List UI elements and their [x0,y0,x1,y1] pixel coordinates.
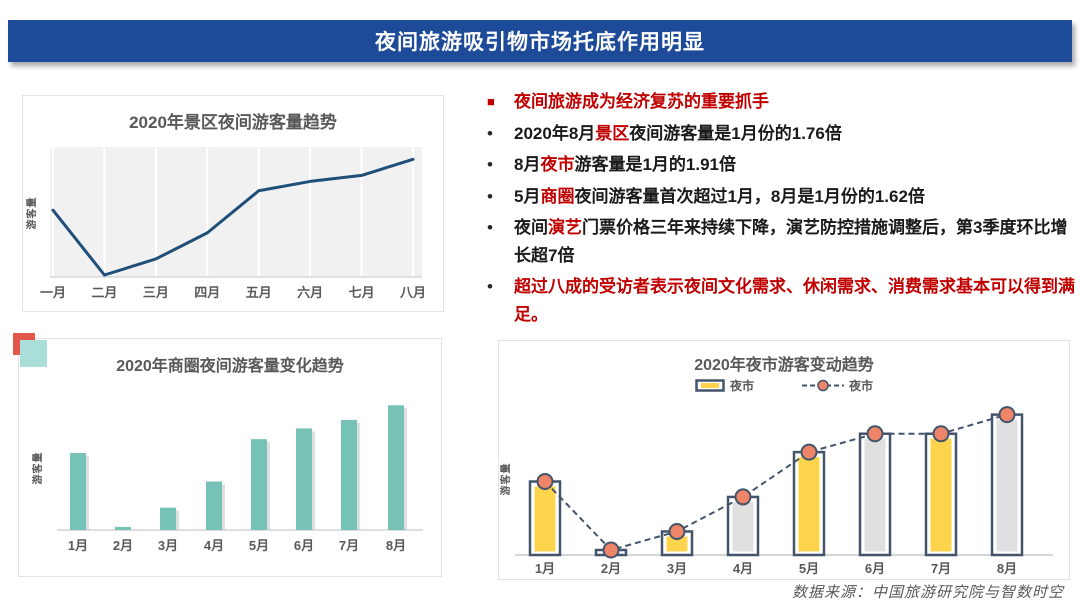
x-tick-label: 四月 [194,285,220,300]
bar-legend-icon [695,379,725,392]
bullet-item: • 8月夜市游客量是1月的1.91倍 [487,151,1079,179]
trend-line [544,413,1008,552]
business-bar-chart: 1月 2月 3月 4月 5月 6月 7月 8月 游客量 [31,405,423,553]
bullet-heading: ■ 夜间旅游成为经济复苏的重要抓手 [487,88,1079,116]
x-tick-label: 6月 [294,538,314,553]
square-bullet-icon: ■ [487,94,495,109]
bar-8月 [388,405,404,530]
y-axis-title: 游客量 [31,452,44,485]
x-tick-label: 1月 [68,538,88,553]
line-legend-icon [802,379,844,392]
x-tick-label: 8月 [386,538,406,553]
x-tick-label: 7月 [339,538,359,553]
x-tick-label: 二月 [91,285,117,300]
marker-7月 [932,425,950,443]
bullet-list: • 2020年8月景区夜间游客量是1月份的1.76倍 • 8月夜市游客量是1月的1.9… [487,120,1079,329]
dot-bullet-icon: • [487,277,493,296]
x-tick-label: 5月 [799,561,819,576]
x-tick-label: 7月 [931,561,951,576]
corner-decor-teal-square [20,340,47,367]
bullet-text: 2020年8月景区夜间游客量是1月份的1.76倍 [514,123,842,143]
x-tick-label: 4月 [204,538,224,553]
trend-line [51,157,415,277]
x-tick-label: 3月 [158,538,178,553]
bullet-text: 夜间演艺门票价格三年来持续下降，演艺防控措施调整后，第3季度环比增长超7倍 [514,218,1068,265]
x-tick-label: 五月 [246,285,272,300]
page-title: 夜间旅游吸引物市场托底作用明显 [375,31,705,54]
nightmarket-chart-card: 2020年夜市游客变动趋势 夜市 夜市 1月 2月 3月 4月 5月 6月 7月 8月 游客量 [498,340,1070,580]
bullet-item: • 夜间演艺门票价格三年来持续下降，演艺防控措施调整后，第3季度环比增长超7倍 [487,214,1079,269]
marker-6月 [866,425,884,443]
x-tick-label: 八月 [399,285,426,300]
bar-fill [864,438,886,552]
x-tick-label: 一月 [40,285,66,300]
marker-8月 [998,406,1016,424]
bar-fill [798,457,820,552]
nightmarket-chart-title: 2020年夜市游客变动趋势 [694,357,874,374]
bullet-text: 8月夜市游客量是1月的1.91倍 [514,155,737,174]
marker-2月 [602,541,620,559]
x-tick-label: 1月 [535,561,555,576]
marker-1月 [536,473,554,490]
bar-7月 [341,419,357,530]
x-tick-label: 8月 [997,561,1017,576]
bullet-text: 5月商圈夜间游客量首次超过1月，8月是1月份的1.62倍 [514,186,925,206]
legend-item-line: 夜市 [802,377,873,394]
dot-bullet-icon: • [487,186,493,206]
x-tick-label: 2月 [113,538,133,553]
bullet-item: • 5月商圈夜间游客量首次超过1月，8月是1月份的1.62倍 [487,183,1079,211]
nightmarket-combo-chart: 1月 2月 3月 4月 5月 6月 7月 8月 游客量 [499,406,1053,576]
business-chart-title: 2020年商圈夜间游客量变化趋势 [116,358,344,375]
key-points: ■ 夜间旅游成为经济复苏的重要抓手 • 2020年8月景区夜间游客量是1月份的1.… [487,88,1079,332]
bar-fill [534,486,556,552]
y-axis-title: 游客量 [499,463,512,496]
title-bar: 夜间旅游吸引物市场托底作用明显 [8,20,1072,62]
bar-fill [930,438,952,552]
dot-bullet-icon: • [487,155,493,174]
x-tick-label: 七月 [349,285,375,300]
business-chart-card: 2020年商圈夜间游客量变化趋势 1月 2月 3月 4月 5月 6月 7月 8月 游客量 [13,333,442,577]
marker-4月 [734,488,752,506]
bar-6月 [296,428,312,530]
x-tick-label: 4月 [733,561,753,576]
data-source: 数据来源：中国旅游研究院与智数时空 [791,583,1064,601]
bullet-item: • 超过八成的受访者表示夜间文化需求、休闲需求、消费需求基本可以得到满足。 [487,273,1079,328]
x-tick-label: 三月 [143,285,169,300]
dot-bullet-icon: • [487,218,493,237]
x-tick-label: 2月 [601,561,621,576]
bullet-heading-text: 夜间旅游成为经济复苏的重要抓手 [514,92,769,111]
legend-label-line: 夜市 [849,379,874,393]
x-tick-label: 6月 [865,561,885,576]
legend-label-bar: 夜市 [729,379,754,393]
bar-fill [666,536,688,552]
bar-fill [996,419,1018,552]
scenic-chart-title: 2020年景区夜间游客量趋势 [129,113,337,132]
bar-3月 [160,507,176,530]
bar-5月 [251,439,267,530]
bar-4月 [206,481,222,530]
bar-fill [732,501,754,552]
x-tick-label: 3月 [667,561,687,576]
bar-1月 [70,453,86,530]
scenic-line-chart: 一月 二月 三月 四月 五月 六月 七月 八月 游客量 [25,147,426,300]
x-tick-label: 六月 [297,285,323,300]
x-tick-label: 5月 [249,538,269,553]
bullet-item: • 2020年8月景区夜间游客量是1月份的1.76倍 [487,120,1079,148]
dot-bullet-icon: • [487,123,493,143]
bar-2月 [115,526,131,530]
marker-5月 [800,443,818,461]
marker-3月 [668,522,686,540]
bullet-text: 超过八成的受访者表示夜间文化需求、休闲需求、消费需求基本可以得到满足。 [514,277,1075,324]
chart-legend: 夜市 夜市 [499,378,1069,393]
scenic-chart-card: 2020年景区夜间游客量趋势 一月 二月 三月 四月 五月 六月 七月 八月 游客量 [22,95,444,312]
y-axis-title: 游客量 [25,197,38,230]
legend-item-bar: 夜市 [695,377,754,394]
